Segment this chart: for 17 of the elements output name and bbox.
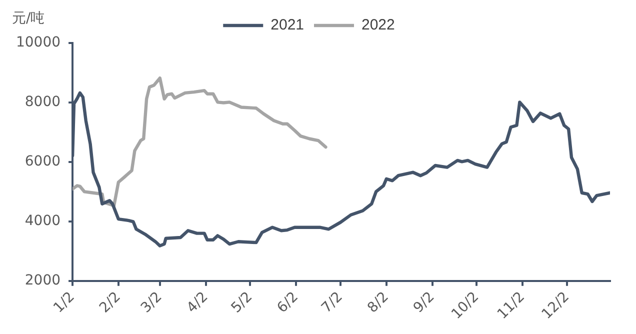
x-tick-label: 5/2 — [228, 288, 256, 316]
x-tick-label: 9/2 — [410, 288, 438, 316]
x-tick-label: 3/2 — [138, 288, 166, 316]
y-tick-label: 2000 — [24, 272, 61, 289]
x-tick-label: 1/2 — [50, 288, 78, 316]
y-axis-title: 元/吨 — [12, 10, 45, 27]
x-tick-label: 4/2 — [184, 288, 212, 316]
x-tick-label: 7/2 — [318, 288, 346, 316]
x-tick-label: 8/2 — [364, 288, 392, 316]
y-tick-label: 6000 — [24, 154, 61, 170]
legend-label: 2022 — [362, 16, 395, 34]
legend-label: 2021 — [270, 16, 304, 34]
y-tick-label: 10000 — [16, 34, 61, 51]
x-tick-label: 6/2 — [274, 288, 302, 316]
x-tick-label: 2/2 — [96, 288, 124, 316]
y-tick-label: 4000 — [24, 213, 61, 230]
y-tick-label: 8000 — [24, 94, 61, 110]
